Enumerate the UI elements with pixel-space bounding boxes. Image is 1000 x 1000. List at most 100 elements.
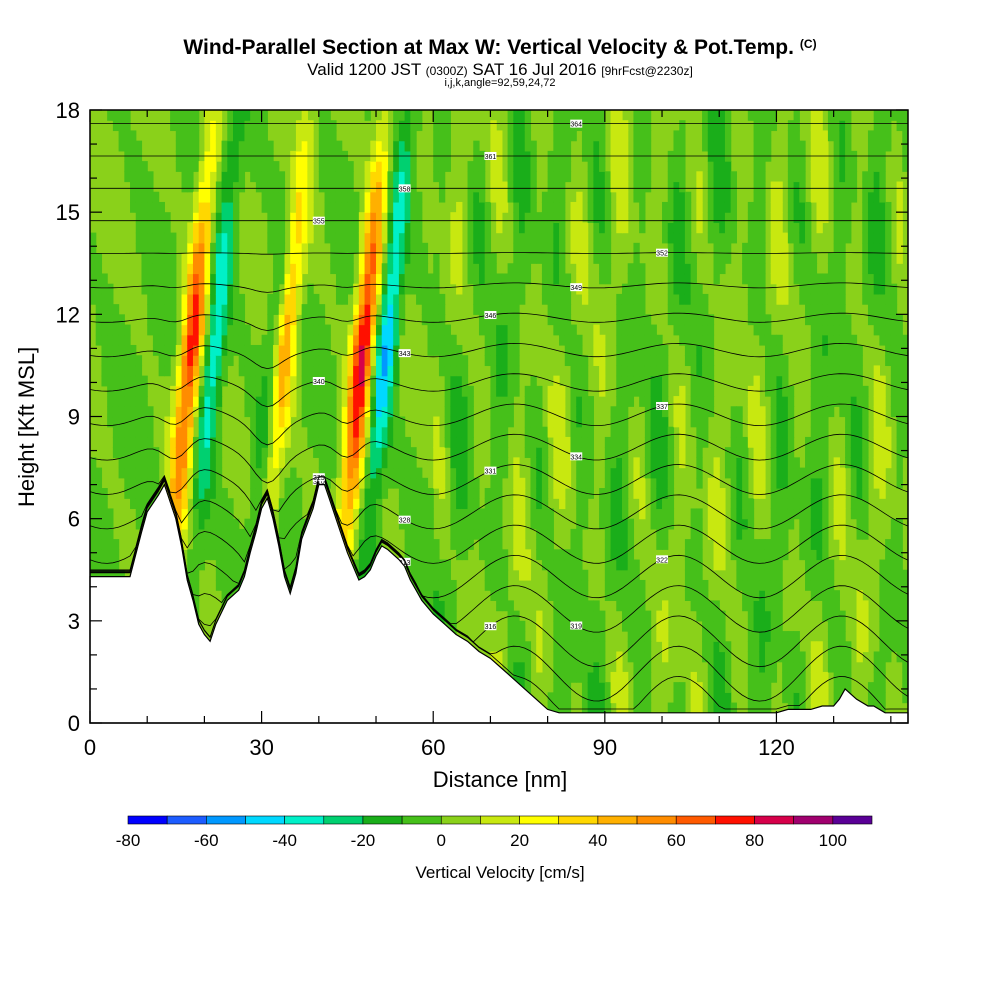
- velocity-cell: [507, 375, 514, 387]
- velocity-cell: [170, 416, 177, 428]
- velocity-cell: [101, 559, 108, 571]
- velocity-cell: [215, 406, 223, 418]
- velocity-cell: [810, 140, 818, 152]
- velocity-cell: [559, 171, 566, 183]
- velocity-cell: [753, 559, 760, 571]
- velocity-cell: [192, 518, 200, 530]
- subtitle-utc: (0300Z): [425, 64, 468, 78]
- velocity-cell: [810, 488, 818, 499]
- velocity-cell: [793, 457, 800, 469]
- velocity-cell: [181, 416, 188, 428]
- velocity-cell: [621, 222, 629, 234]
- velocity-cell: [307, 181, 314, 193]
- velocity-cell: [335, 191, 343, 203]
- velocity-cell: [856, 610, 863, 622]
- velocity-cell: [547, 283, 554, 295]
- velocity-cell: [519, 477, 526, 489]
- velocity-cell: [621, 590, 629, 601]
- velocity-cell: [204, 232, 211, 244]
- velocity-cell: [679, 692, 686, 704]
- velocity-cell: [318, 426, 326, 438]
- velocity-cell: [845, 324, 852, 336]
- velocity-cell: [438, 324, 446, 336]
- velocity-cell: [719, 692, 726, 704]
- velocity-cell: [759, 242, 766, 254]
- velocity-cell: [662, 406, 669, 418]
- velocity-cell: [621, 416, 629, 428]
- velocity-cell: [679, 416, 686, 428]
- velocity-cell: [805, 488, 812, 499]
- velocity-cell: [696, 191, 703, 203]
- velocity-cell: [639, 120, 646, 132]
- velocity-cell: [250, 416, 257, 428]
- velocity-cell: [610, 436, 617, 448]
- velocity-cell: [616, 212, 623, 223]
- velocity-cell: [776, 498, 783, 510]
- velocity-cell: [782, 273, 789, 285]
- velocity-cell: [124, 334, 131, 346]
- velocity-cell: [856, 426, 863, 438]
- velocity-cell: [473, 140, 480, 152]
- velocity-cell: [164, 457, 171, 469]
- velocity-cell: [816, 528, 823, 540]
- velocity-cell: [324, 171, 331, 183]
- velocity-cell: [187, 161, 194, 172]
- velocity-cell: [513, 222, 520, 234]
- velocity-cell: [398, 120, 406, 132]
- velocity-cell: [404, 518, 411, 530]
- velocity-cell: [147, 304, 154, 315]
- velocity-cell: [862, 600, 869, 612]
- velocity-cell: [341, 365, 349, 377]
- velocity-cell: [364, 253, 371, 264]
- velocity-cell: [456, 212, 463, 223]
- velocity-cell: [536, 488, 543, 499]
- velocity-cell: [238, 324, 246, 336]
- velocity-cell: [536, 253, 543, 264]
- velocity-cell: [387, 181, 394, 193]
- velocity-cell: [164, 212, 171, 223]
- velocity-cell: [130, 344, 137, 356]
- velocity-cell: [639, 222, 646, 234]
- velocity-cell: [404, 253, 411, 264]
- velocity-cell: [284, 314, 291, 326]
- velocity-cell: [621, 334, 629, 346]
- velocity-cell: [793, 477, 800, 489]
- velocity-cell: [753, 181, 760, 193]
- velocity-cell: [404, 263, 411, 275]
- velocity-cell: [233, 130, 240, 142]
- velocity-cell: [581, 222, 589, 234]
- velocity-cell: [461, 549, 469, 561]
- velocity-cell: [227, 263, 234, 275]
- velocity-cell: [398, 130, 406, 142]
- velocity-cell: [822, 488, 829, 499]
- velocity-cell: [856, 518, 863, 530]
- velocity-cell: [621, 191, 629, 203]
- velocity-cell: [696, 702, 703, 714]
- velocity-cell: [433, 344, 440, 356]
- velocity-cell: [816, 365, 823, 377]
- velocity-cell: [358, 569, 366, 581]
- velocity-cell: [759, 314, 766, 326]
- velocity-cell: [301, 140, 308, 152]
- velocity-cell: [581, 375, 589, 387]
- velocity-cell: [696, 416, 703, 428]
- velocity-cell: [278, 263, 286, 275]
- velocity-cell: [204, 130, 211, 142]
- velocity-cell: [513, 375, 520, 387]
- velocity-cell: [147, 467, 154, 479]
- velocity-cell: [747, 692, 755, 704]
- velocity-cell: [747, 201, 755, 213]
- velocity-cell: [816, 559, 823, 571]
- velocity-cell: [805, 528, 812, 540]
- velocity-cell: [421, 293, 429, 305]
- velocity-cell: [564, 436, 572, 448]
- velocity-cell: [742, 242, 749, 254]
- velocity-cell: [393, 212, 400, 223]
- velocity-cell: [524, 671, 532, 683]
- velocity-cell: [604, 518, 612, 530]
- velocity-cell: [627, 518, 635, 530]
- velocity-cell: [233, 201, 240, 213]
- velocity-cell: [416, 498, 423, 510]
- velocity-cell: [770, 436, 778, 448]
- velocity-cell: [667, 488, 675, 499]
